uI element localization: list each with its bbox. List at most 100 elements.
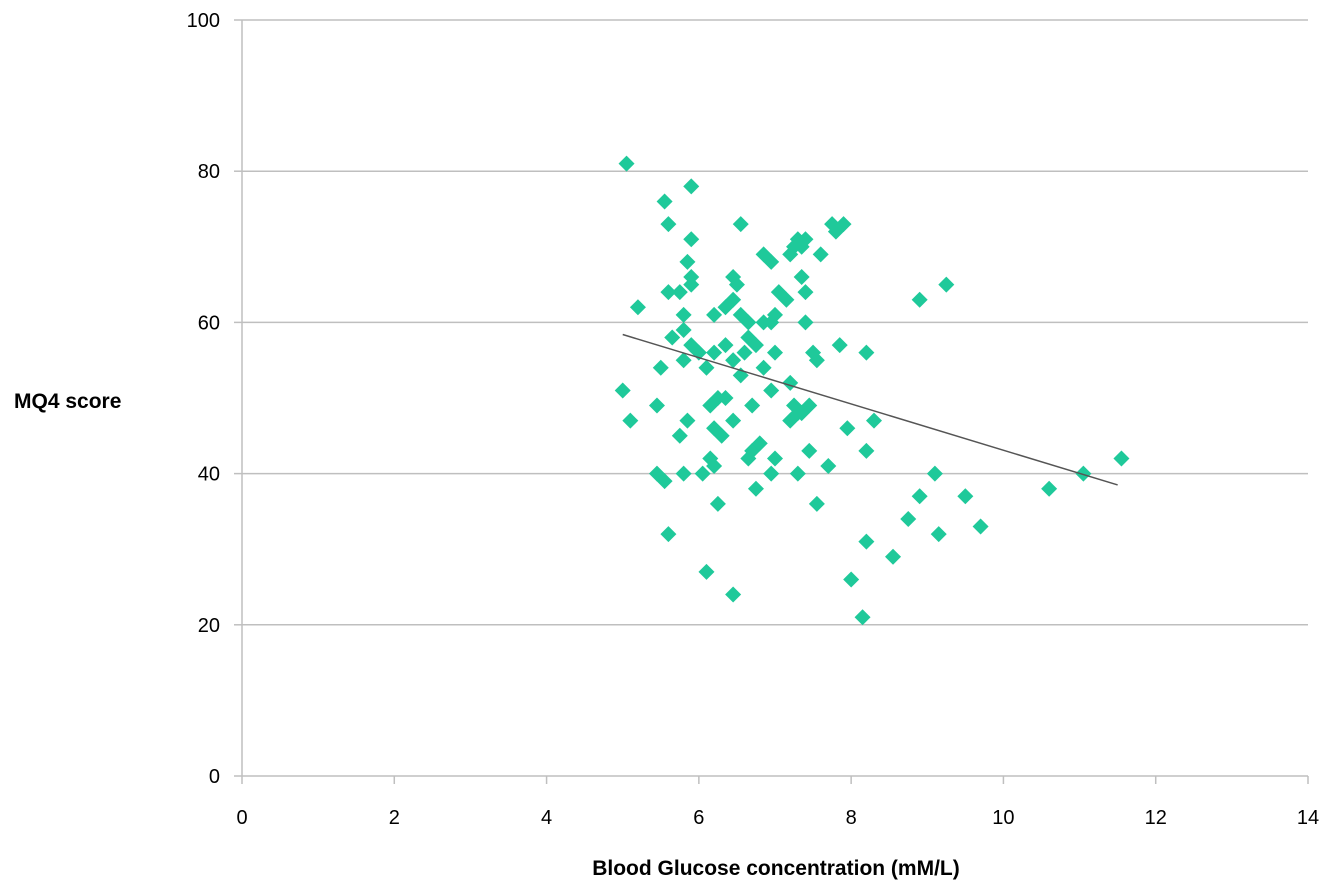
data-point bbox=[793, 269, 810, 286]
data-point bbox=[614, 382, 631, 399]
data-point bbox=[683, 178, 700, 195]
data-point bbox=[675, 465, 692, 482]
data-point bbox=[839, 420, 856, 437]
data-point bbox=[679, 253, 696, 270]
data-point bbox=[808, 352, 825, 369]
data-point bbox=[808, 495, 825, 512]
data-point bbox=[725, 291, 742, 308]
data-point bbox=[930, 526, 947, 543]
data-point bbox=[789, 465, 806, 482]
data-point bbox=[702, 450, 719, 467]
data-point bbox=[622, 412, 639, 429]
data-point bbox=[938, 276, 955, 293]
data-point bbox=[725, 352, 742, 369]
data-point bbox=[767, 450, 783, 467]
data-point bbox=[755, 359, 772, 376]
data-point bbox=[725, 412, 742, 429]
data-point bbox=[660, 216, 677, 233]
data-point bbox=[656, 193, 673, 210]
data-point bbox=[926, 465, 943, 482]
y-tick-label: 60 bbox=[198, 312, 220, 334]
data-point bbox=[782, 412, 799, 429]
data-point bbox=[835, 216, 852, 233]
x-axis-tick-labels: 0 2 4 6 8 10 12 14 bbox=[236, 807, 1319, 829]
data-point bbox=[751, 435, 768, 452]
data-point bbox=[744, 397, 761, 414]
data-point bbox=[858, 533, 875, 550]
y-tick-label: 20 bbox=[198, 615, 220, 637]
data-point bbox=[740, 450, 757, 467]
data-point bbox=[698, 563, 715, 580]
data-point bbox=[858, 442, 875, 459]
data-point bbox=[652, 359, 669, 376]
data-point bbox=[706, 344, 723, 361]
data-point bbox=[767, 344, 783, 361]
x-tick-label: 14 bbox=[1297, 807, 1319, 829]
y-axis-title: MQ4 score bbox=[14, 390, 121, 413]
data-point bbox=[683, 231, 700, 248]
x-axis-title: Blood Glucose concentration (mM/L) bbox=[592, 857, 960, 880]
y-tick-label: 40 bbox=[198, 464, 220, 486]
data-points bbox=[614, 155, 1130, 626]
data-point bbox=[801, 442, 818, 459]
data-point bbox=[747, 337, 764, 354]
data-point bbox=[885, 548, 902, 565]
data-point bbox=[747, 480, 764, 497]
axes bbox=[234, 19, 1309, 784]
data-point bbox=[911, 488, 928, 505]
data-point bbox=[740, 314, 757, 331]
x-tick-label: 6 bbox=[693, 807, 704, 829]
y-tick-label: 80 bbox=[198, 161, 220, 183]
data-point bbox=[782, 246, 799, 263]
data-point bbox=[679, 412, 696, 429]
data-point bbox=[778, 291, 795, 308]
data-point bbox=[725, 586, 742, 603]
x-tick-label: 0 bbox=[236, 807, 247, 829]
data-point bbox=[671, 427, 688, 444]
data-point bbox=[1041, 480, 1058, 497]
data-point bbox=[767, 306, 783, 323]
data-point bbox=[801, 397, 818, 414]
data-point bbox=[972, 518, 989, 535]
data-point bbox=[763, 382, 780, 399]
data-point bbox=[656, 473, 673, 490]
data-point bbox=[671, 284, 688, 301]
data-point bbox=[702, 397, 719, 414]
data-point bbox=[763, 465, 780, 482]
data-point bbox=[709, 495, 726, 512]
data-point bbox=[675, 306, 692, 323]
x-tick-label: 10 bbox=[992, 807, 1014, 829]
data-point bbox=[675, 352, 692, 369]
data-point bbox=[675, 321, 692, 338]
data-point bbox=[664, 329, 681, 346]
data-point bbox=[782, 374, 799, 391]
data-point bbox=[797, 231, 814, 248]
data-point bbox=[812, 246, 829, 263]
data-point bbox=[797, 314, 814, 331]
data-point bbox=[706, 306, 723, 323]
data-point bbox=[717, 390, 734, 406]
trendline bbox=[622, 333, 1118, 486]
data-point bbox=[858, 344, 875, 361]
data-point bbox=[648, 397, 665, 414]
data-point bbox=[831, 337, 848, 354]
data-point bbox=[660, 526, 677, 543]
data-point bbox=[854, 609, 871, 626]
y-axis-tick-labels: 0 20 40 60 80 100 bbox=[187, 10, 220, 788]
data-point bbox=[717, 337, 734, 354]
x-tick-label: 4 bbox=[541, 807, 552, 829]
data-point bbox=[865, 412, 882, 429]
data-point bbox=[728, 276, 745, 293]
data-point bbox=[736, 344, 753, 361]
data-point bbox=[683, 276, 700, 293]
data-point bbox=[1113, 450, 1130, 467]
data-point bbox=[1075, 465, 1092, 482]
data-point bbox=[843, 571, 860, 588]
data-point bbox=[911, 291, 928, 308]
data-point bbox=[698, 359, 715, 376]
data-point bbox=[763, 253, 780, 270]
x-tick-label: 12 bbox=[1145, 807, 1167, 829]
data-point bbox=[797, 284, 814, 301]
data-point bbox=[732, 216, 749, 233]
